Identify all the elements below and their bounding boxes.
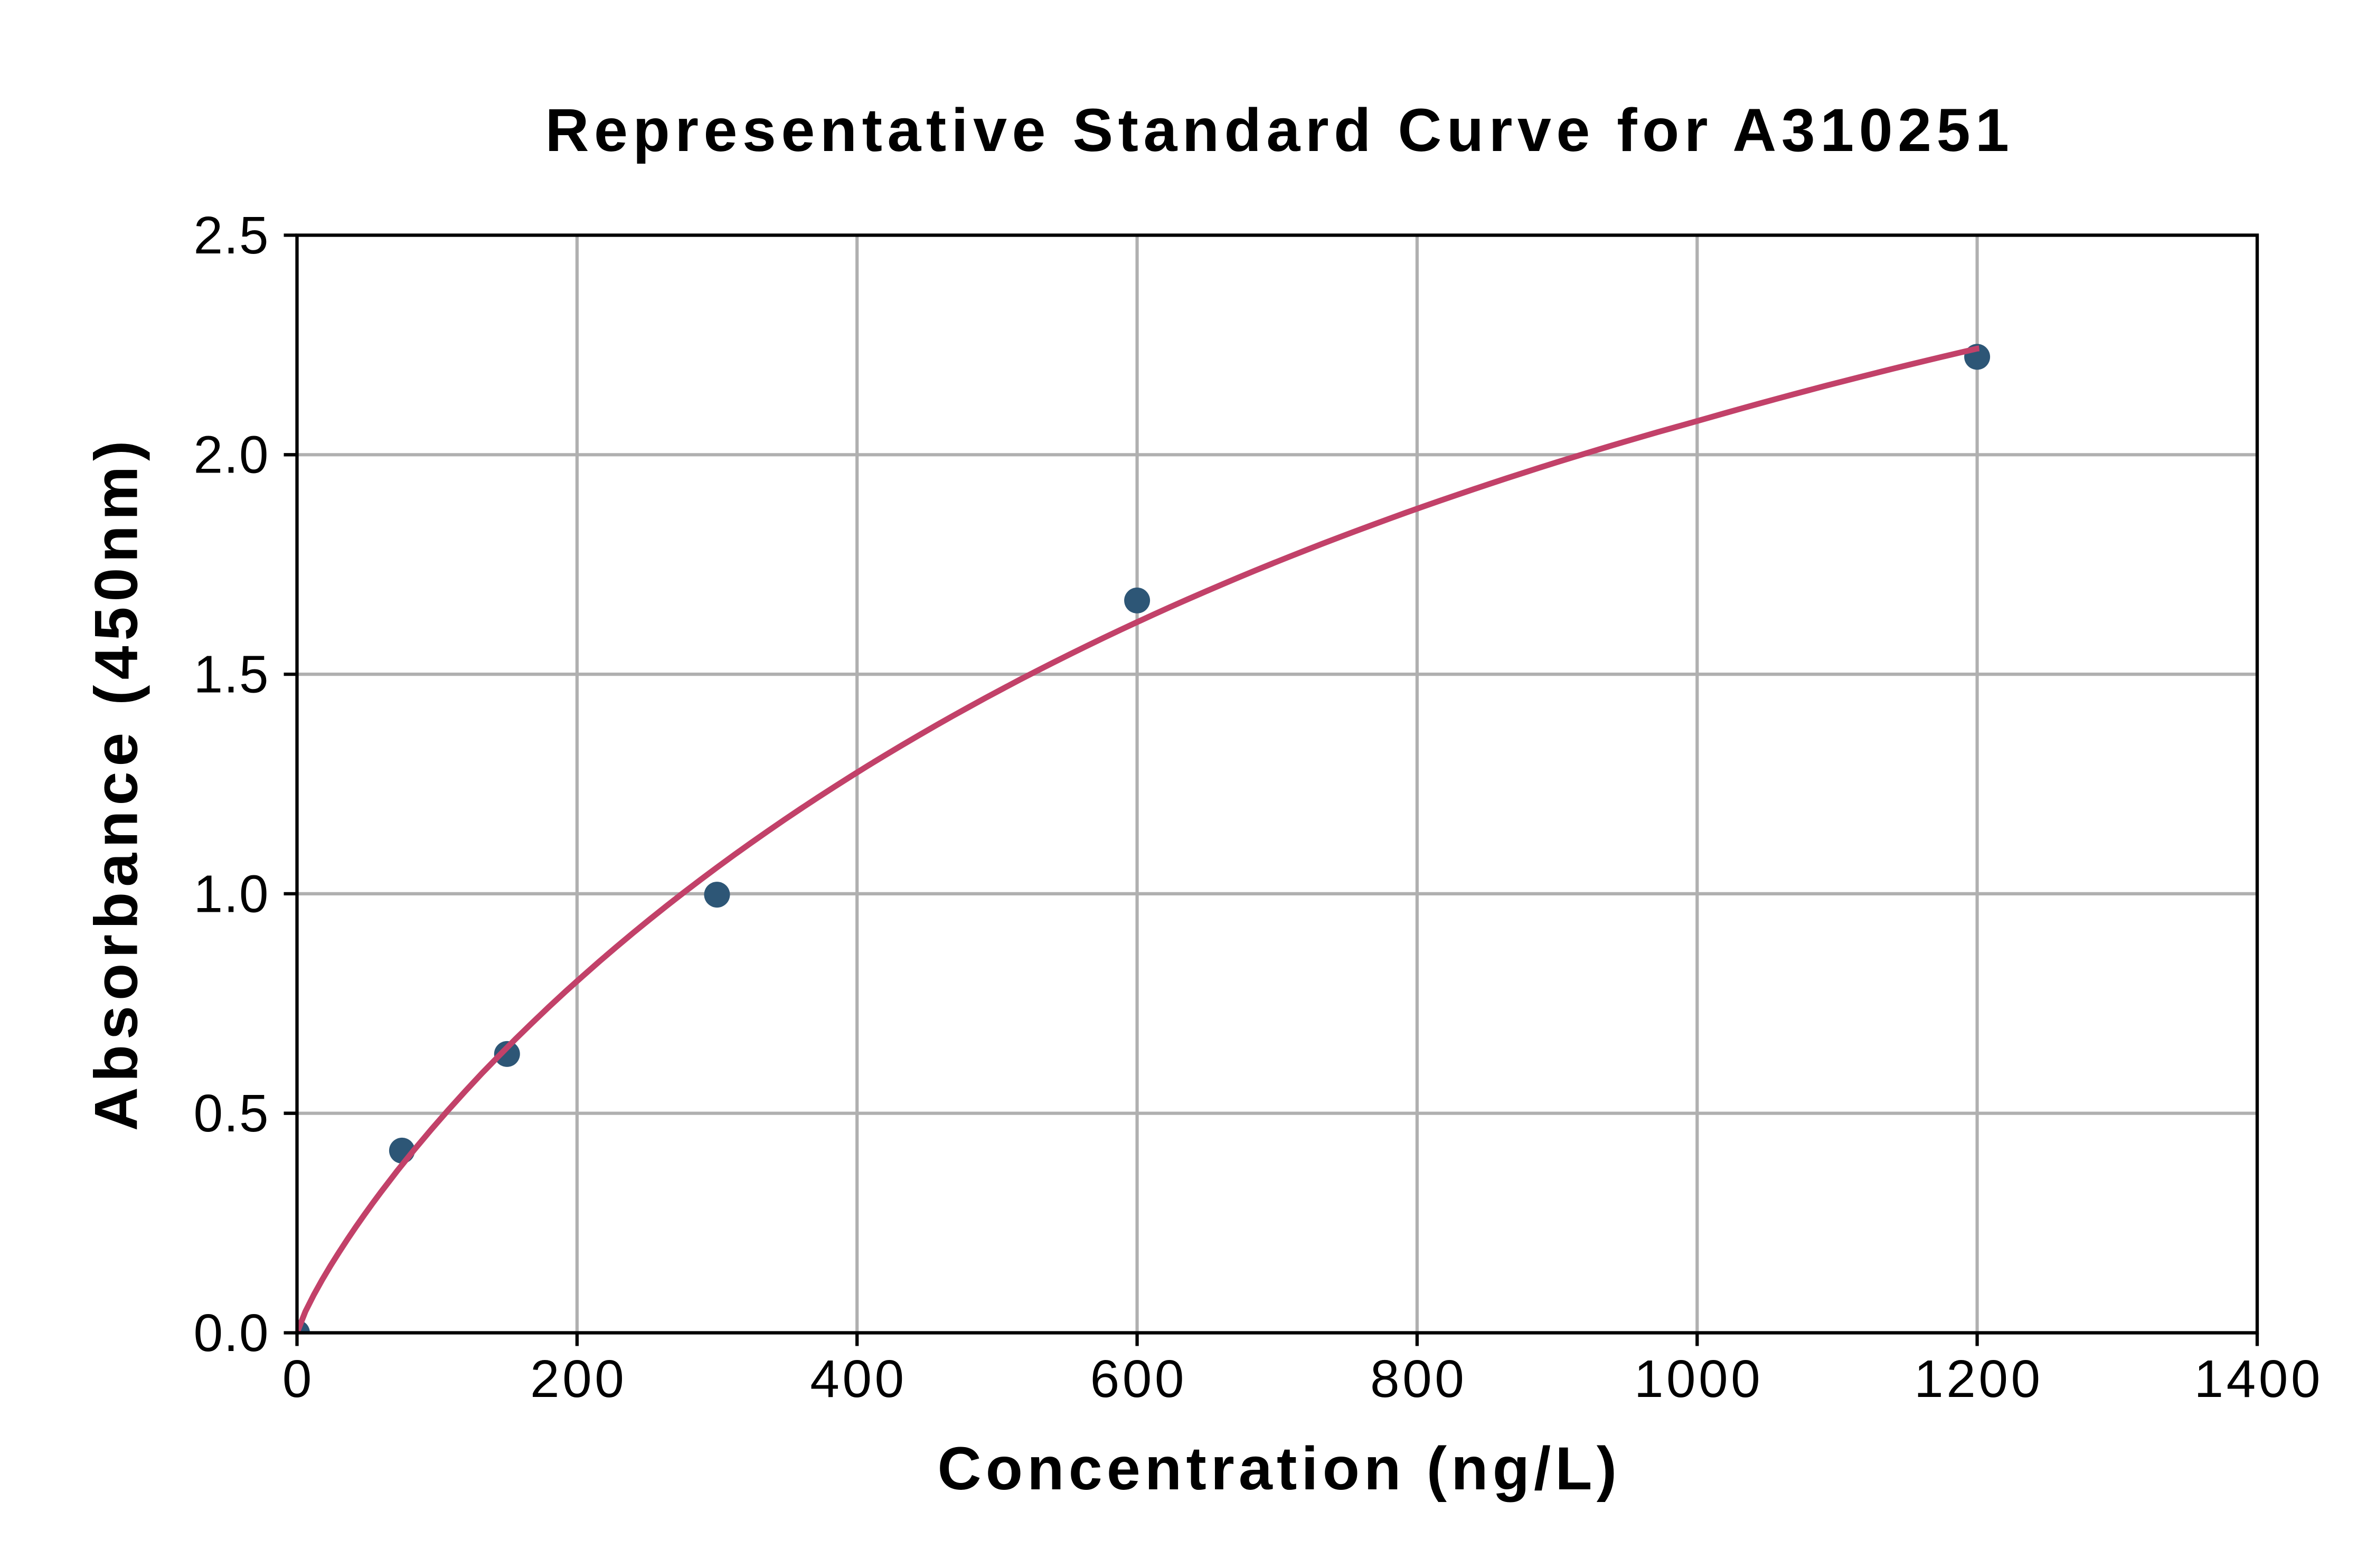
- svg-text:Concentration (ng/L): Concentration (ng/L): [938, 1435, 1621, 1503]
- svg-text:1400: 1400: [2194, 1349, 2323, 1409]
- svg-text:1200: 1200: [1914, 1349, 2043, 1409]
- svg-text:200: 200: [530, 1349, 627, 1409]
- svg-text:Absorbance (450nm): Absorbance (450nm): [83, 436, 150, 1131]
- svg-text:1.5: 1.5: [193, 645, 269, 704]
- svg-text:0.5: 0.5: [193, 1084, 269, 1143]
- svg-text:1000: 1000: [1634, 1349, 1763, 1409]
- svg-text:800: 800: [1370, 1349, 1467, 1409]
- svg-text:1.0: 1.0: [193, 864, 269, 923]
- svg-text:0.0: 0.0: [193, 1303, 269, 1363]
- svg-text:0: 0: [282, 1349, 315, 1409]
- svg-text:600: 600: [1090, 1349, 1187, 1409]
- svg-text:2.0: 2.0: [193, 426, 269, 485]
- svg-text:Representative Standard Curve: Representative Standard Curve for A31025…: [545, 97, 2014, 164]
- svg-text:2.5: 2.5: [193, 206, 269, 265]
- svg-text:400: 400: [810, 1349, 907, 1409]
